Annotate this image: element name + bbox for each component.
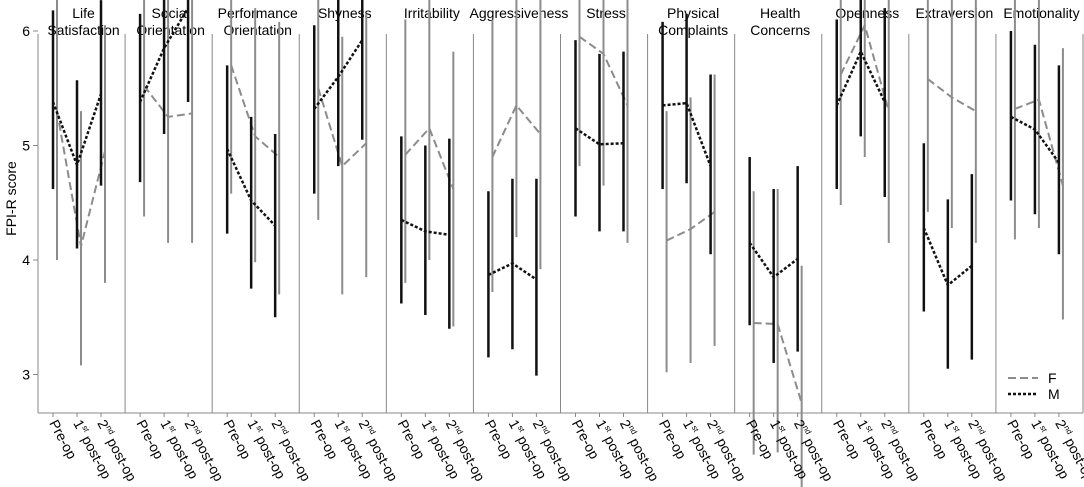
mean-line-m — [835, 48, 886, 106]
mean-line-f — [666, 211, 716, 242]
panel-title: Performance — [218, 5, 298, 21]
mean-line-f — [56, 110, 106, 247]
mean-line-m — [51, 93, 103, 169]
mean-line-m — [138, 7, 190, 103]
panel-title: Aggressiveness — [470, 5, 569, 21]
mean-line-f — [927, 78, 977, 113]
panel-title: Extraversion — [915, 5, 993, 21]
panel-title: Complaints — [658, 22, 728, 38]
y-axis-label: FPI-R score — [3, 161, 19, 236]
mean-line-f — [404, 126, 455, 190]
panel-title: Health — [760, 5, 800, 21]
panel-title: Satisfaction — [47, 22, 119, 38]
mean-line-f — [753, 321, 803, 404]
panel-title: Openness — [835, 5, 899, 21]
mean-line-f — [578, 35, 629, 106]
mean-line-m — [922, 227, 973, 288]
panel-title: Stress — [586, 5, 626, 21]
y-tick-label: 4 — [22, 252, 30, 268]
panel-title: Emotionality — [1003, 5, 1079, 21]
mean-line-f — [230, 65, 280, 158]
mean-line-m — [313, 39, 364, 110]
panel-title: Life — [72, 5, 95, 21]
y-tick-label: 6 — [22, 23, 30, 39]
mean-line-f — [317, 87, 367, 168]
mean-line-f — [491, 103, 542, 158]
mean-line-m — [1010, 115, 1060, 164]
mean-line-m — [400, 218, 450, 237]
y-tick-label: 3 — [22, 367, 30, 383]
mean-line-m — [748, 242, 799, 279]
panel-title: Irritability — [404, 5, 460, 21]
legend-label-m: M — [1048, 386, 1060, 402]
panel-title: Orientation — [223, 22, 291, 38]
panel-title: Orientation — [136, 22, 204, 38]
panel-title: Concerns — [750, 22, 810, 38]
mean-line-f — [143, 85, 193, 118]
mean-line-f — [839, 22, 890, 112]
panel-title: Physical — [667, 5, 719, 21]
mean-line-m — [487, 262, 538, 281]
mean-line-m — [226, 148, 277, 227]
y-tick-label: 5 — [22, 138, 30, 154]
legend-label-f: F — [1048, 370, 1057, 386]
panel-title: Shyness — [318, 5, 372, 21]
panel-title: Social — [152, 5, 190, 21]
